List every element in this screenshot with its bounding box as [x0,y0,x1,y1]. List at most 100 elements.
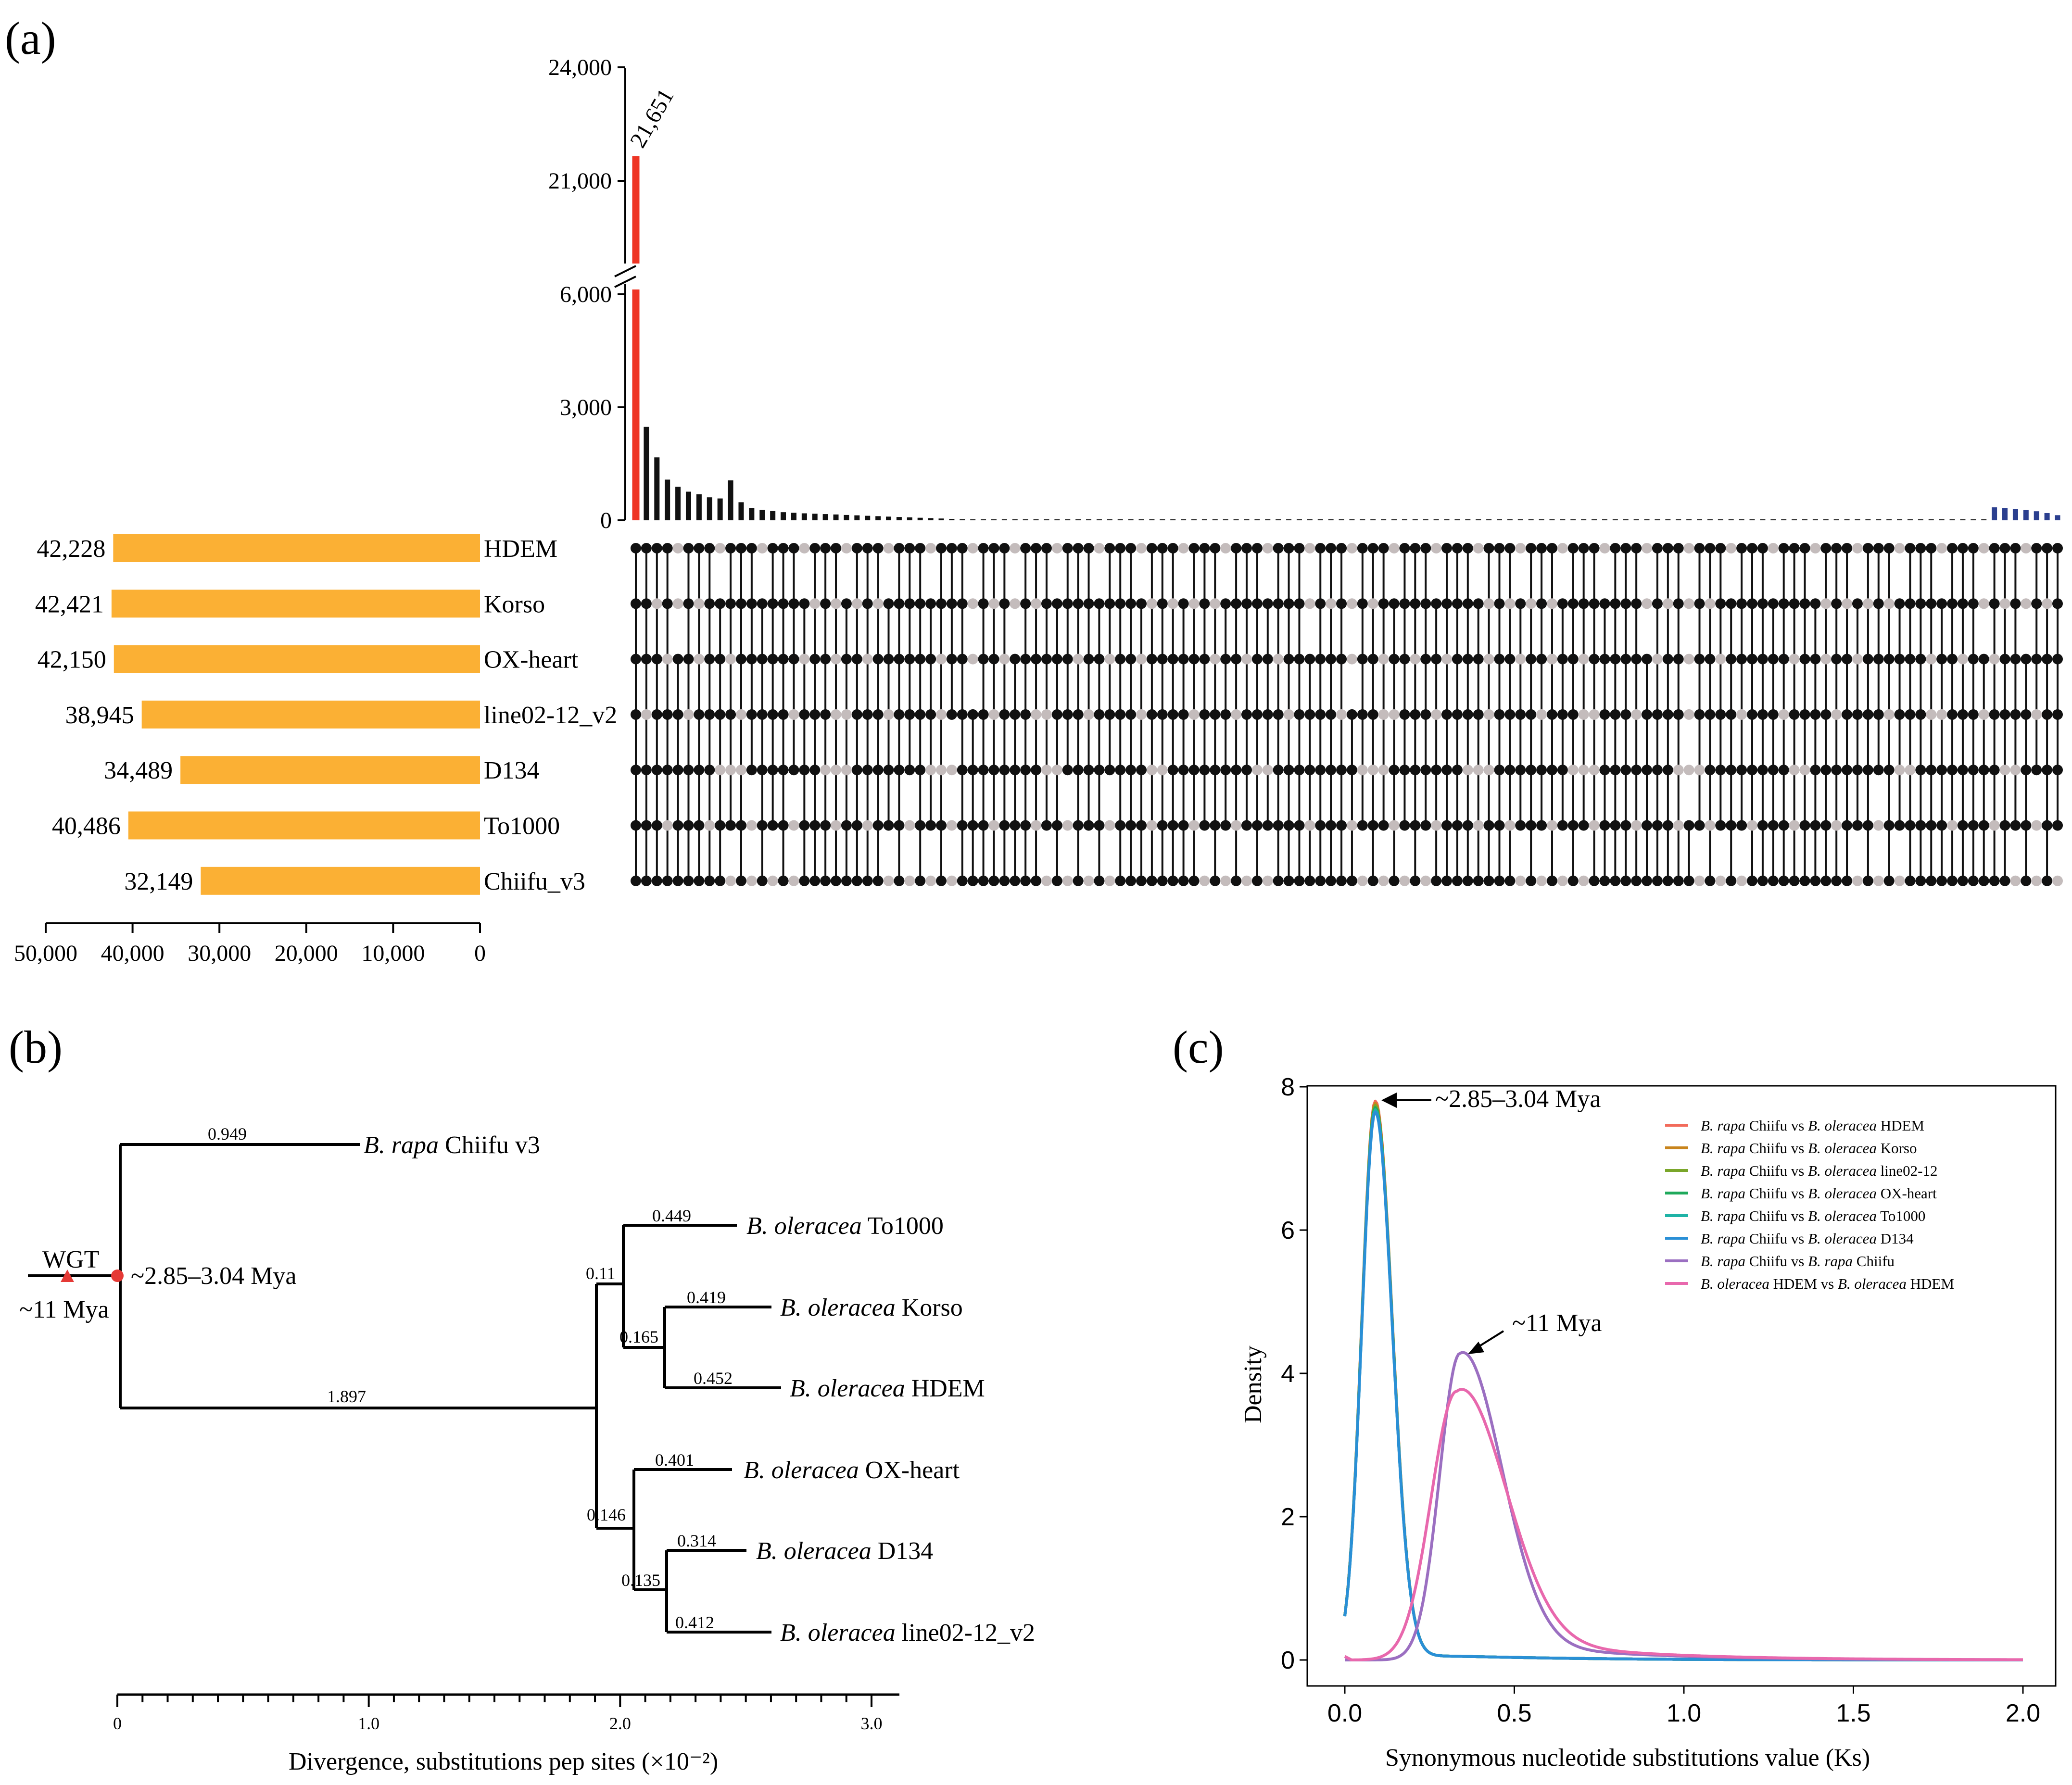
matrix-dot-on [641,765,652,776]
matrix-dot-on [1104,765,1115,776]
set-size-bar [201,867,480,895]
matrix-dot-off [1178,543,1189,553]
matrix-dot-on [1515,765,1526,776]
matrix-dot-on [641,598,652,609]
matrix-dot-on [820,709,831,720]
matrix-dot-on [1094,765,1105,776]
matrix-dot-on [1652,709,1663,720]
matrix-dot-on [1051,654,1062,665]
matrix-dot-off [1936,543,1947,553]
matrix-dot-on [967,820,978,831]
matrix-dot-on [1820,875,1832,886]
matrix-dot-on [1883,765,1895,776]
matrix-dot-on [651,875,662,886]
matrix-dot-on [1020,543,1031,553]
matrix-dot-on [1820,709,1832,720]
matrix-dot-on [883,654,894,665]
matrix-dot-on [1757,654,1768,665]
matrix-dot-off [925,543,936,553]
leaf-strain: D134 [872,1537,934,1565]
matrix-dot-off [1420,875,1431,886]
matrix-dot-on [1210,543,1221,553]
intersection-bar [1939,519,1945,520]
matrix-dot-on [1136,875,1147,886]
matrix-dot-on [1399,820,1410,831]
leaf-strain: Chiifu v3 [439,1131,540,1159]
matrix-dot-off [1304,820,1315,831]
matrix-dot-on [1915,709,1926,720]
intersection-bar [1676,519,1681,520]
matrix-dot-off [2010,875,2021,886]
matrix-dot-on [2021,709,2032,720]
matrix-dot-on [1947,765,1958,776]
matrix-dot-on [1726,598,1737,609]
matrix-dot-on [1431,654,1442,665]
matrix-dot-on [1041,820,1052,831]
matrix-dot-on [1125,654,1137,665]
matrix-dot-off [1683,598,1694,609]
matrix-dot-on [1115,820,1126,831]
matrix-dot-on [1073,820,1084,831]
legend-text-part: OX-heart [1877,1185,1937,1202]
leaf-strain: line02-12_v2 [896,1619,1035,1647]
ks-x-tick-label: 0.0 [1327,1699,1362,1727]
matrix-dot-on [1178,765,1189,776]
matrix-dot-off [1799,765,1810,776]
matrix-dot-on [1778,765,1789,776]
intersection-bar [1633,519,1639,520]
matrix-dot-on [1367,543,1378,553]
legend-text-part: Chiifu vs [1745,1207,1808,1224]
intersection-bar [1265,519,1271,520]
wgt-label: WGT [42,1246,99,1273]
matrix-dot-on [1757,543,1768,553]
matrix-dot-on [1736,543,1747,553]
matrix-dot-off [1389,820,1400,831]
matrix-dot-on [1936,654,1947,665]
matrix-dot-on [1567,709,1579,720]
matrix-dot-on [831,875,842,886]
matrix-dot-on [1736,598,1747,609]
ks-peak1-arrowhead [1381,1093,1397,1108]
matrix-dot-off [1778,709,1789,720]
matrix-dot-on [1083,765,1094,776]
matrix-dot-on [883,820,894,831]
intersection-bar-tail [2002,508,2008,520]
matrix-dot-on [1599,709,1610,720]
matrix-dot-on [1905,654,1916,665]
matrix-dot-on [1315,765,1326,776]
matrix-dot-off [1546,820,1557,831]
legend-text-part: B. oleracea [1838,1275,1907,1292]
ks-density-chart: 0 2 4 6 8 0.0 0.5 1.0 1.5 2.0 B. rapa Chiifu vs B… [1239,1073,2057,1772]
matrix-dot-off [988,598,999,609]
matrix-dot-off [872,598,884,609]
matrix-dot-on [894,709,905,720]
matrix-dot-off [1789,765,1800,776]
matrix-dot-on [1441,820,1453,831]
intersection-bar [665,479,670,520]
matrix-dot-on [704,543,715,553]
intersection-bar [1328,519,1334,520]
matrix-dot-on [1778,654,1789,665]
matrix-dot-on [799,875,810,886]
matrix-dot-on [631,654,641,665]
matrix-dot-on [1283,598,1294,609]
matrix-dot-on [1526,654,1537,665]
matrix-dot-on [1999,543,2010,553]
matrix-dot-on [1199,709,1210,720]
matrix-dot-on [1820,543,1832,553]
intersection-bar [1655,519,1660,520]
matrix-dot-on [683,598,694,609]
matrix-dot-on [767,765,778,776]
matrix-dot-on [862,598,873,609]
matrix-dot-on [1778,543,1789,553]
intersection-bar [717,498,723,520]
intersection-bar [1370,519,1376,520]
intersection-bar [1549,519,1555,520]
tree-leaf-label: B. rapa Chiifu v3 [364,1131,540,1159]
matrix-dot-on [1420,709,1431,720]
matrix-dot-on [1726,709,1737,720]
branch-label-node3: 0.146 [587,1505,626,1524]
intersection-bar [1718,519,1723,520]
matrix-dot-on [1346,765,1357,776]
ks-peak2-arrowhead [1468,1342,1484,1354]
